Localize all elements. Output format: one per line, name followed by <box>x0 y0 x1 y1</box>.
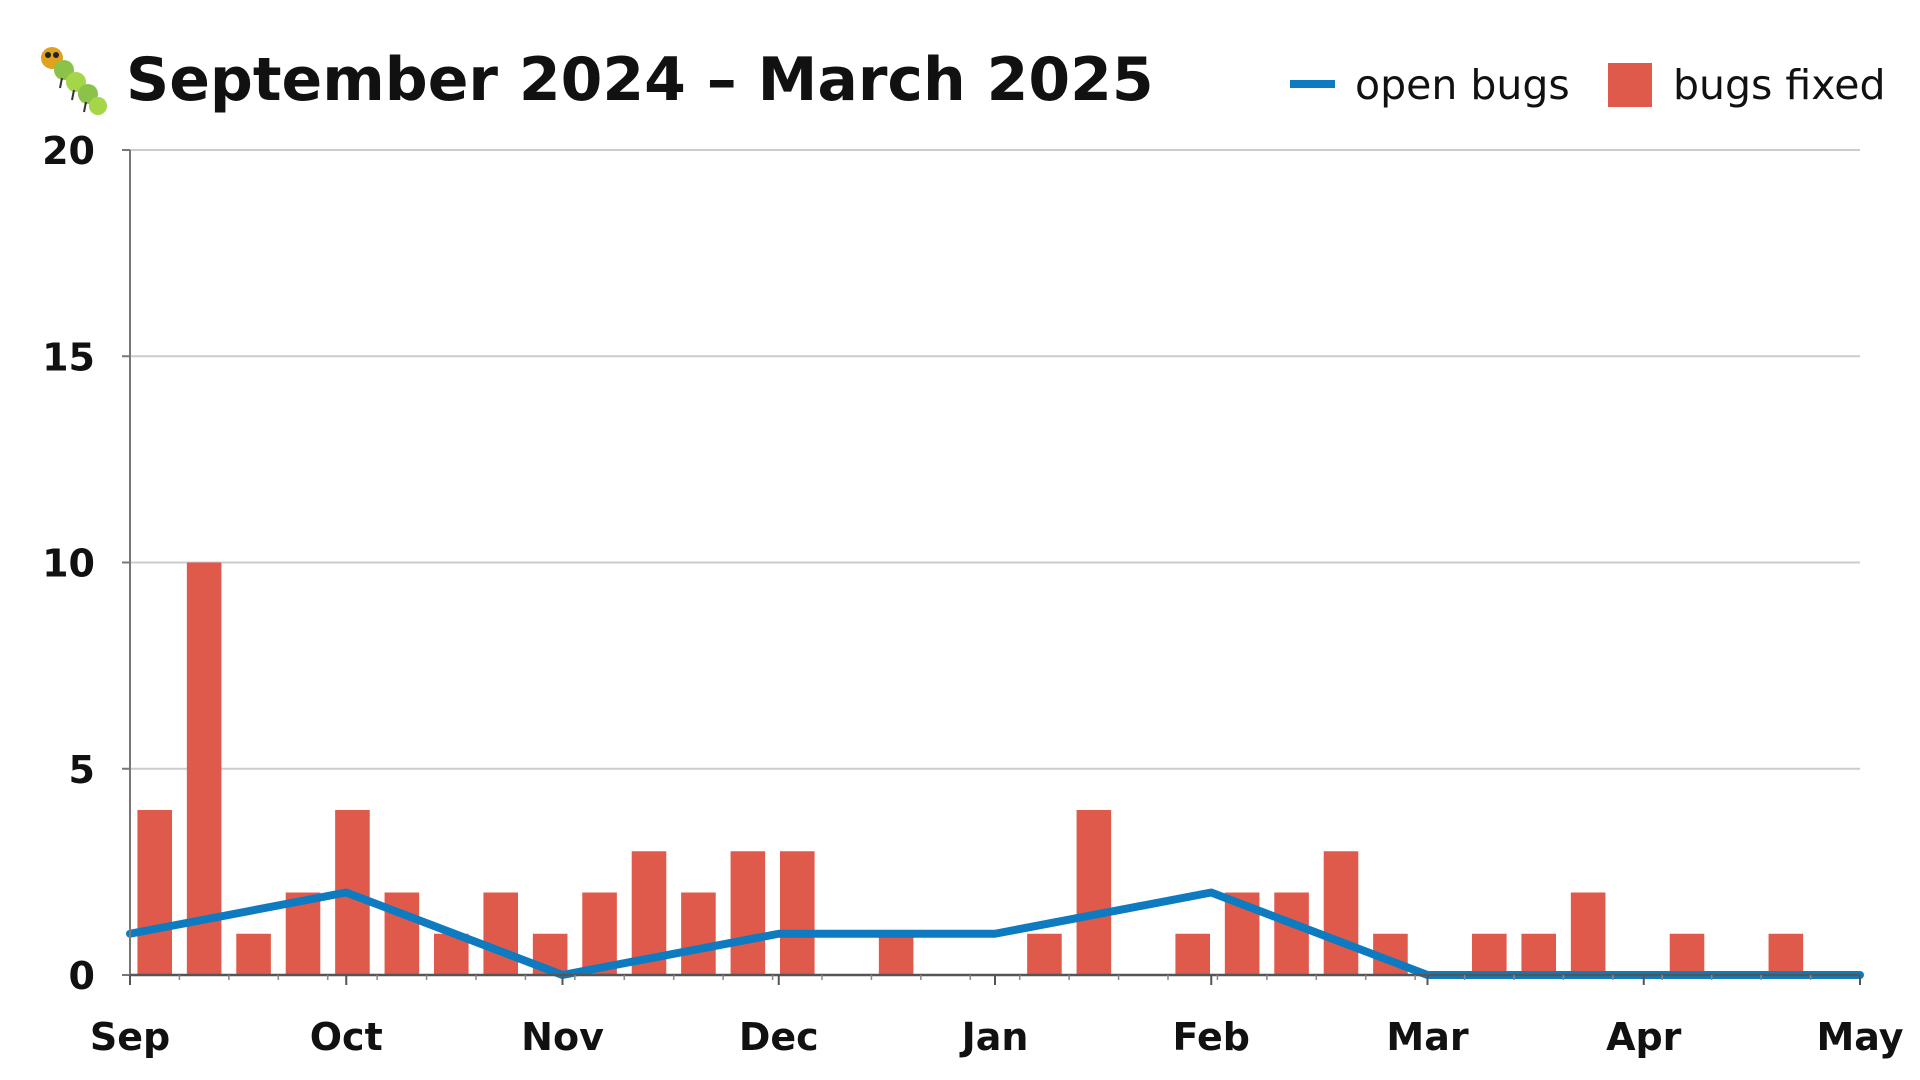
bar-bugs-fixed <box>730 851 766 975</box>
bar-bugs-fixed <box>878 933 914 975</box>
y-tick-label: 20 <box>42 129 95 173</box>
legend-bugs-fixed-label: bugs fixed <box>1673 61 1886 109</box>
bar-bugs-fixed <box>1521 933 1557 975</box>
bar-bugs-fixed <box>1076 810 1112 975</box>
bar-bugs-fixed <box>1669 933 1705 975</box>
x-tick-label: Feb <box>1173 1015 1250 1059</box>
bar-bugs-fixed <box>582 892 617 975</box>
x-tick-label: Dec <box>739 1015 819 1059</box>
bar-bugs-fixed <box>1471 933 1507 975</box>
bar-bugs-fixed <box>1323 851 1359 975</box>
y-tick-label: 15 <box>42 335 95 379</box>
bar-bugs-fixed <box>1768 933 1804 975</box>
bar-bugs-fixed <box>1175 933 1211 975</box>
bar-bugs-fixed <box>1027 933 1062 975</box>
bar-bugs-fixed <box>1274 892 1309 975</box>
bar-bugs-fixed <box>236 933 271 975</box>
bar-bugs-fixed <box>186 562 222 975</box>
legend: open bugs bugs fixed <box>1290 61 1886 109</box>
bar-bugs-fixed <box>779 851 815 975</box>
bar-bugs-fixed <box>1570 892 1606 975</box>
x-tick-label: Nov <box>521 1015 604 1059</box>
x-tick-label: Apr <box>1606 1015 1682 1059</box>
bars-series <box>137 562 1804 975</box>
legend-open-bugs-label: open bugs <box>1355 61 1570 109</box>
x-tick-label: Mar <box>1386 1015 1468 1059</box>
y-tick-label: 5 <box>69 748 95 792</box>
x-tick-label: Jan <box>959 1015 1029 1059</box>
x-tick-label: May <box>1816 1015 1903 1059</box>
y-tick-label: 0 <box>69 954 95 998</box>
x-tick-label: Oct <box>310 1015 383 1059</box>
x-tick-label: Sep <box>90 1015 170 1059</box>
bar-bugs-fixed <box>681 892 716 975</box>
bar-bugs-fixed <box>483 892 519 975</box>
y-tick-label: 10 <box>42 542 95 586</box>
bar-bugs-fixed <box>137 810 173 975</box>
caterpillar-icon <box>41 47 107 115</box>
gridlines <box>130 149 1860 770</box>
chart-title: September 2024 – March 2025 <box>126 45 1154 115</box>
legend-bugs-fixed-swatch <box>1608 63 1652 107</box>
axes: 0 5 10 15 20 Sep Oct Nov Dec Jan Feb Mar Apr May <box>42 129 1904 1059</box>
